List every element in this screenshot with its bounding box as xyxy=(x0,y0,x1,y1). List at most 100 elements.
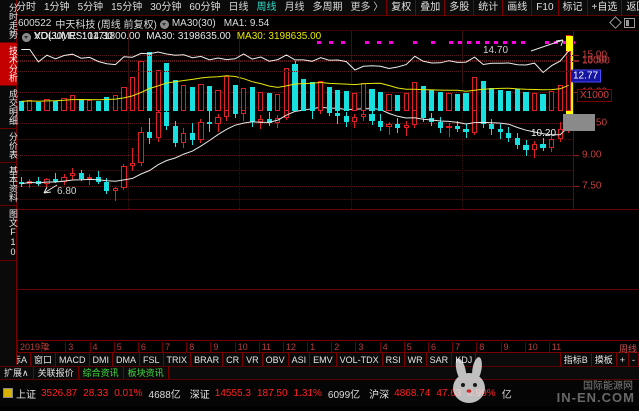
news-tab-1[interactable]: 关联报价 xyxy=(34,367,79,379)
candle-body xyxy=(497,129,503,133)
indicator-right-button-2[interactable]: + xyxy=(615,353,629,366)
indicator-button-kdj[interactable]: KDJ xyxy=(451,353,477,366)
period-tab-1[interactable]: 1分钟 xyxy=(44,1,70,13)
volume-plot[interactable] xyxy=(17,31,639,111)
sidebar-item-3[interactable]: 分价表 xyxy=(0,129,18,163)
volume-bar xyxy=(377,92,384,111)
volume-ma30-white: MA30: 3198635.00 xyxy=(146,31,231,42)
indicator-right-button-3[interactable]: - xyxy=(628,353,639,366)
indicator-button-macd[interactable]: MACD xyxy=(55,353,90,366)
indicator-right-button-0[interactable]: 指标B xyxy=(559,353,592,366)
period-tab-3[interactable]: 15分钟 xyxy=(111,1,143,13)
period-tab-5[interactable]: 60分钟 xyxy=(189,1,221,13)
toolbar-button-4[interactable]: 画线 xyxy=(502,0,533,16)
indicator-button-rsi[interactable]: RSI xyxy=(381,353,405,366)
period-tab-0[interactable]: 分时 xyxy=(16,1,36,13)
candle-body xyxy=(420,105,426,118)
volume-ma30-line xyxy=(21,75,569,102)
news-tab-3[interactable]: 板块资讯 xyxy=(124,367,169,379)
volume-bar xyxy=(69,95,76,111)
indicator-button-sar[interactable]: SAR xyxy=(425,353,453,366)
toolbar-button-6[interactable]: 标记 xyxy=(557,0,588,16)
time-axis-label-19: 8 xyxy=(476,342,484,353)
indicator-button-vol-tdx[interactable]: VOL-TDX xyxy=(335,353,383,366)
sidebar-item-4[interactable]: 基本资料 xyxy=(0,163,18,206)
period-tab-8[interactable]: 月线 xyxy=(284,1,305,13)
rsi-pane[interactable]: XD(30) RS: 14.30 15.00 xyxy=(17,31,639,82)
toolbar-button-2[interactable]: 多股 xyxy=(444,0,475,16)
indicator-button-vr[interactable]: VR xyxy=(242,353,263,366)
indicator-button-trix[interactable]: TRIX xyxy=(162,353,192,366)
market-icon[interactable] xyxy=(3,388,13,398)
indicator-button-brar[interactable]: BRAR xyxy=(190,353,224,366)
rsi-chevron-down-icon[interactable] xyxy=(22,33,31,42)
candle-body xyxy=(95,176,101,182)
time-axis-label-13: 2 xyxy=(331,342,339,353)
toolbar-button-5[interactable]: F10 xyxy=(531,0,559,16)
indicator-button-wr[interactable]: WR xyxy=(403,353,427,366)
period-tab-2[interactable]: 5分钟 xyxy=(77,1,104,13)
candle-body xyxy=(463,129,469,133)
indicator-button-dmi[interactable]: DMI xyxy=(88,353,114,366)
index-name-0[interactable]: 上证 xyxy=(16,389,36,401)
indicator-button-asi[interactable]: ASI xyxy=(287,353,311,366)
rsi-line xyxy=(21,49,570,74)
period-tab-9[interactable]: 多周期 xyxy=(312,1,343,13)
volume-bar xyxy=(480,81,486,111)
toolbar-button-8[interactable]: 返回 xyxy=(621,0,639,16)
chevron-down-icon[interactable] xyxy=(159,19,169,29)
index-name-1[interactable]: 深证 xyxy=(189,389,210,401)
volume-bar xyxy=(292,64,298,111)
sidebar-item-label: 成交明细 xyxy=(8,89,18,125)
period-tab-10[interactable]: 更多 〉 xyxy=(350,1,384,13)
news-tab-0[interactable]: 扩展∧ xyxy=(0,367,34,379)
volume-bar xyxy=(523,91,529,111)
sidebar-item-1[interactable]: 技术分析 xyxy=(0,43,18,86)
volume-bar xyxy=(206,86,213,111)
volume-axis-label-0: 10000 xyxy=(582,55,610,67)
toolbar-button-7[interactable]: +自选 xyxy=(586,0,623,16)
price-axis-tick-1 xyxy=(574,91,579,93)
sidebar-item-0[interactable]: 分时走势 xyxy=(0,0,18,43)
time-axis-label-7: 8 xyxy=(186,342,194,353)
volume-gridline-0 xyxy=(17,60,573,62)
diamond-icon[interactable] xyxy=(609,16,622,29)
sidebar-item-2[interactable]: 成交明细 xyxy=(0,86,18,129)
time-axis-label-22: 11 xyxy=(548,342,561,353)
panel-layout-icon[interactable] xyxy=(624,18,635,28)
rsi-axis: 15.00 xyxy=(573,31,639,82)
indicator-button-fsl[interactable]: FSL xyxy=(139,353,164,366)
toolbar-button-3[interactable]: 统计 xyxy=(473,0,504,16)
indicator-button-cr[interactable]: CR xyxy=(222,353,244,366)
indicator-button-dma[interactable]: DMA xyxy=(112,353,141,366)
toolbar-button-1[interactable]: 叠加 xyxy=(415,0,446,16)
toolbar-button-0[interactable]: 复权 xyxy=(386,0,417,16)
window-button[interactable]: 窗口 xyxy=(30,353,57,366)
indicator-button-emv[interactable]: EMV xyxy=(309,353,337,366)
annotation-low-arrow-icon xyxy=(43,184,58,194)
volume-bar xyxy=(87,99,93,111)
resistance-marker-2 xyxy=(341,41,345,44)
volume-bar xyxy=(241,87,247,111)
candle-body xyxy=(352,116,358,123)
volume-bar xyxy=(112,94,118,111)
volume-pane[interactable]: VOLUME: 10171800.00 MA30: 3198635.00 MA3… xyxy=(17,31,639,111)
candle-body xyxy=(35,180,41,185)
index-value-1: 14555.3 xyxy=(214,387,251,399)
price-axis-label-0: 13.50 xyxy=(582,54,608,66)
rsi-plot[interactable] xyxy=(17,31,639,82)
indicator-button-obv[interactable]: OBV xyxy=(261,353,289,366)
time-axis-label-5: 6 xyxy=(137,342,146,353)
news-tab-2[interactable]: 综合资讯 xyxy=(79,367,124,379)
sidebar-item-label: 技术分析 xyxy=(8,46,18,82)
indicator-right-button-1[interactable]: 摸板 xyxy=(590,353,617,366)
period-tab-6[interactable]: 日线 xyxy=(228,1,249,13)
period-tab-7[interactable]: 周线 xyxy=(256,1,277,13)
index-value-0: 3526.87 xyxy=(41,387,78,399)
period-tab-4[interactable]: 30分钟 xyxy=(150,1,182,13)
volume-bar xyxy=(395,94,401,111)
index-name-2[interactable]: 沪深 xyxy=(369,389,390,401)
volume-bar xyxy=(489,87,495,111)
sidebar-item-5[interactable]: 图文F10 xyxy=(0,206,18,261)
index-amount-2: 亿 xyxy=(501,389,512,401)
